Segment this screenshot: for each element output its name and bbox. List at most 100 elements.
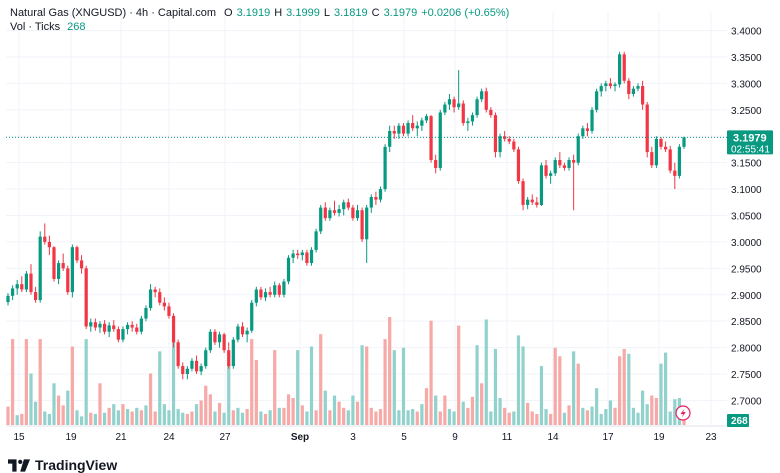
- volume-bar: [470, 396, 475, 425]
- candle-body: [24, 273, 29, 290]
- candle: [176, 339, 180, 369]
- symbol-label[interactable]: Natural Gas (XNGUSD) · 4h · Capital.com: [10, 7, 216, 19]
- volume-bar: [61, 405, 65, 425]
- candle-body: [530, 199, 534, 203]
- candle-body: [581, 128, 585, 137]
- candle-body: [337, 209, 341, 213]
- candle-body: [190, 360, 194, 369]
- candle: [654, 136, 659, 168]
- candle-body: [70, 247, 74, 293]
- candle: [79, 255, 84, 274]
- volume-bar: [663, 352, 668, 425]
- volume-bar: [217, 402, 222, 425]
- candle: [181, 362, 185, 380]
- candle: [351, 204, 355, 221]
- volume-label[interactable]: Vol · Ticks: [10, 21, 61, 33]
- volume-bar: [420, 404, 424, 425]
- candle: [677, 144, 682, 179]
- volume-bar: [38, 339, 42, 425]
- time-tick-label: 15: [13, 432, 25, 443]
- ohlc-legend-row: Natural Gas (XNGUSD) · 4h · Capital.com …: [10, 6, 509, 20]
- volume-bar: [599, 413, 603, 425]
- lightning-alert-button[interactable]: [675, 405, 691, 421]
- candle: [314, 228, 318, 253]
- candle: [185, 366, 189, 380]
- candle: [599, 83, 603, 97]
- volume-bar: [332, 395, 337, 425]
- volume-legend-row: Vol · Ticks 268: [10, 20, 509, 34]
- price-tick-label: 3.1500: [731, 159, 762, 170]
- candle: [153, 286, 157, 298]
- candle: [480, 88, 484, 102]
- candle-body: [401, 125, 406, 134]
- volume-bar: [89, 412, 93, 425]
- candle: [277, 283, 281, 298]
- volume-bar: [259, 411, 263, 425]
- volume-bar: [516, 335, 521, 425]
- close-key: C: [371, 7, 380, 19]
- volume-bar: [75, 410, 79, 425]
- price-tick-label: 3.0000: [731, 238, 762, 249]
- candle: [659, 137, 663, 150]
- time-tick-label: 14: [547, 432, 559, 443]
- volume-bar: [323, 390, 327, 425]
- volume-bar: [645, 404, 649, 425]
- candle-body: [139, 318, 143, 332]
- volume-bar: [613, 407, 617, 425]
- volume-bar: [512, 411, 516, 425]
- candle: [360, 207, 364, 242]
- candle: [20, 276, 24, 293]
- candle: [332, 200, 337, 216]
- volume-bar: [351, 395, 355, 425]
- volume-bar: [397, 410, 401, 425]
- volume-bar: [56, 395, 61, 425]
- candle-body: [38, 236, 42, 301]
- volume-bar: [429, 320, 433, 425]
- candle: [130, 321, 134, 332]
- candle-body: [227, 350, 231, 367]
- volume-bar: [273, 350, 277, 425]
- volume-bar: [254, 359, 258, 425]
- candle-body: [452, 99, 456, 108]
- candle-body: [618, 54, 622, 85]
- volume-bar: [107, 407, 111, 425]
- price-axis[interactable]: 3.40003.35003.30003.25003.20003.15003.10…: [731, 27, 762, 408]
- candle-body: [305, 252, 309, 264]
- candle: [167, 302, 171, 319]
- volume-bar: [503, 407, 507, 425]
- candle: [567, 157, 571, 171]
- candle: [668, 145, 672, 174]
- candle: [631, 86, 636, 97]
- brand-name: TradingView: [35, 457, 118, 473]
- candle-body: [167, 306, 171, 316]
- volume-bar: [29, 373, 33, 425]
- time-axis[interactable]: 15 19 21 24 27 Sep 3 5 9 11 14 17 19 23: [13, 432, 717, 443]
- candle: [392, 125, 396, 139]
- time-tick-label: Sep: [291, 432, 309, 443]
- candle-body: [61, 263, 65, 269]
- time-tick-label: 5: [401, 432, 407, 443]
- volume-bar: [484, 319, 488, 425]
- price-tick-label: 3.4000: [731, 27, 762, 38]
- volume-bar: [139, 410, 143, 425]
- volume-bar: [480, 383, 484, 425]
- candle: [208, 329, 212, 353]
- candle: [204, 347, 208, 369]
- candle: [190, 358, 194, 372]
- candle-body: [102, 323, 107, 332]
- candle: [663, 141, 668, 153]
- candle-body: [245, 330, 249, 335]
- candle: [273, 281, 277, 298]
- candle: [443, 101, 447, 116]
- candle-body: [158, 292, 162, 303]
- volume-bar: [314, 410, 318, 425]
- candle: [576, 133, 580, 166]
- volume-bar: [162, 404, 166, 425]
- candle: [378, 186, 383, 203]
- tradingview-brand[interactable]: TradingView: [8, 457, 117, 473]
- candle-body: [493, 115, 498, 153]
- candle: [144, 305, 148, 322]
- candle: [319, 204, 323, 234]
- candle-body: [475, 99, 479, 116]
